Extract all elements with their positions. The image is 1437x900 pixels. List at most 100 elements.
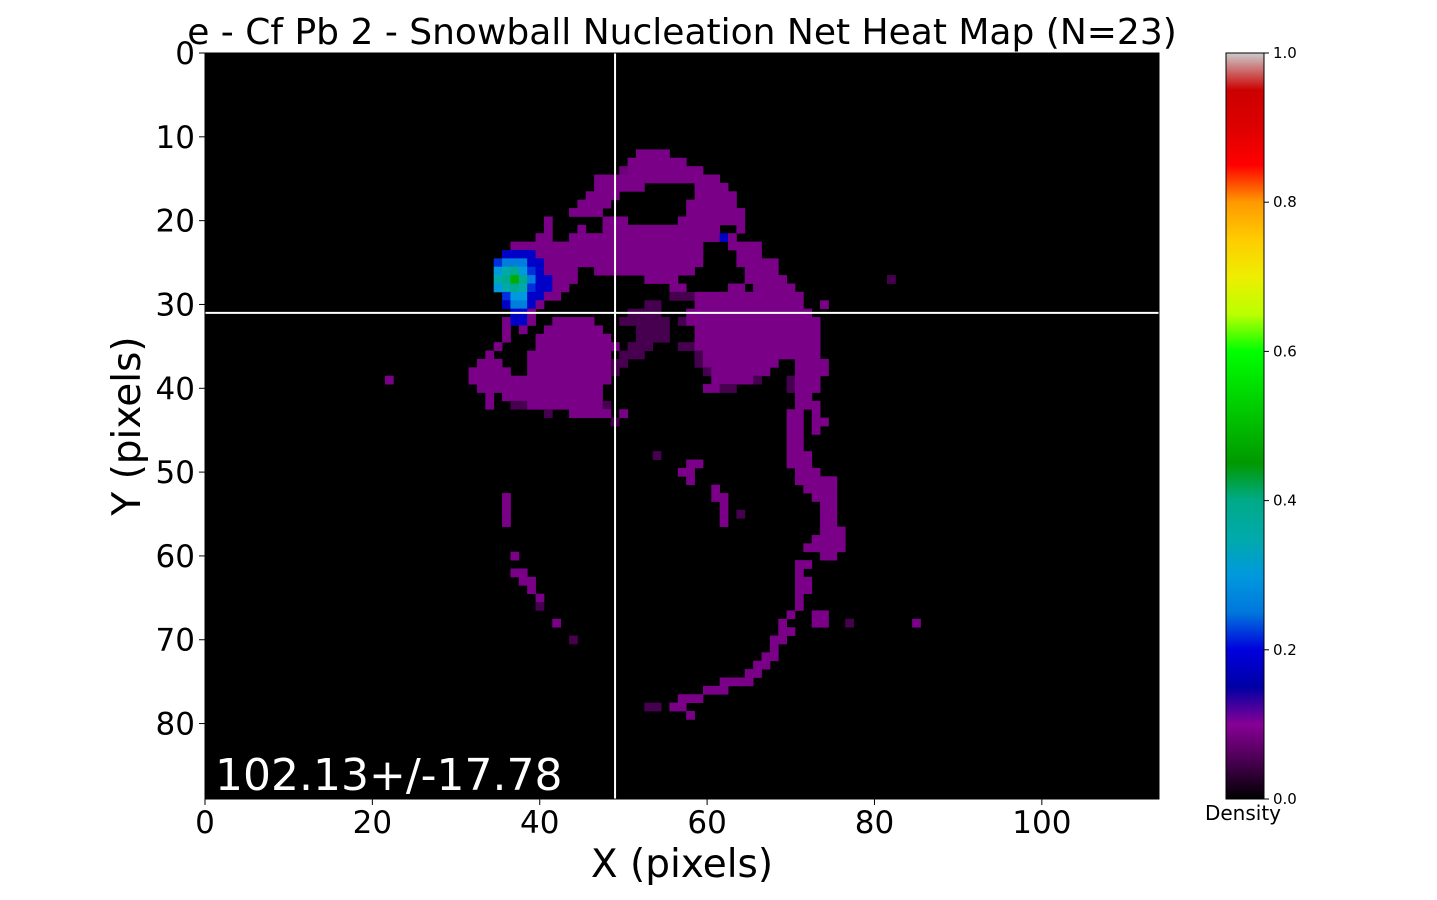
heatmap-cell xyxy=(728,384,737,393)
x-tick-label: 100 xyxy=(1012,805,1071,841)
heatmap-cell xyxy=(594,174,603,184)
heatmap-cell xyxy=(686,266,695,276)
heatmap-cell xyxy=(803,367,813,377)
heatmap-cell xyxy=(786,459,796,469)
heatmap-cell xyxy=(753,358,762,368)
heatmap-cell xyxy=(527,300,536,310)
heatmap-cell xyxy=(694,258,704,268)
heatmap-cell xyxy=(719,325,729,335)
heatmap-cell xyxy=(669,283,679,293)
heatmap-cell xyxy=(719,501,729,511)
heatmap-cell xyxy=(594,325,603,335)
heatmap-cell xyxy=(577,199,587,209)
heatmap-cell xyxy=(577,392,587,402)
heatmap-cell xyxy=(594,182,603,192)
heatmap-cell xyxy=(811,384,821,393)
heatmap-cell xyxy=(794,476,804,486)
heatmap-cell xyxy=(635,166,645,175)
heatmap-cell xyxy=(677,266,687,276)
heatmap-cell xyxy=(594,392,603,402)
heatmap-cell xyxy=(661,233,670,242)
heatmap-cell xyxy=(769,291,779,301)
heatmap-cell xyxy=(836,534,846,544)
heatmap-cell xyxy=(711,367,721,377)
heatmap-cell xyxy=(702,233,712,242)
heatmap-cell xyxy=(794,342,804,351)
heatmap-cell xyxy=(803,325,813,335)
heatmap-cell xyxy=(602,191,612,201)
heatmap-cell xyxy=(518,300,528,310)
heatmap-cell xyxy=(744,367,754,377)
heatmap-cell xyxy=(627,249,637,259)
heatmap-cell xyxy=(753,241,762,251)
heatmap-cell xyxy=(552,350,562,360)
heatmap-cell xyxy=(728,350,737,360)
heatmap-cell xyxy=(594,400,603,410)
heatmap-cell xyxy=(711,685,721,695)
heatmap-cell xyxy=(502,493,511,502)
heatmap-cell xyxy=(702,342,712,351)
y-tick-label: 80 xyxy=(156,707,195,743)
heatmap-cell xyxy=(569,392,578,402)
heatmap-cell xyxy=(669,291,679,301)
heatmap-cell xyxy=(728,342,737,351)
heatmap-cell xyxy=(602,241,612,251)
heatmap-cell xyxy=(794,350,804,360)
heatmap-cell xyxy=(769,275,779,284)
heatmap-cell xyxy=(686,216,695,226)
heatmap-cell xyxy=(719,367,729,377)
heatmap-cell xyxy=(585,384,595,393)
heatmap-cell xyxy=(686,710,695,720)
heatmap-cell xyxy=(811,375,821,385)
heatmap-cell xyxy=(686,233,695,242)
heatmap-cell xyxy=(502,258,511,268)
heatmap-cell xyxy=(828,534,838,544)
heatmap-cell xyxy=(811,534,821,544)
heatmap-cell xyxy=(719,191,729,201)
heatmap-cell xyxy=(543,266,553,276)
heatmap-cell xyxy=(644,166,654,175)
heatmap-cell xyxy=(602,333,612,343)
heatmap-cell xyxy=(719,208,729,217)
heatmap-cell xyxy=(569,208,578,217)
heatmap-cell xyxy=(794,317,804,326)
heatmap-cell xyxy=(543,224,553,234)
heatmap-cell xyxy=(661,325,670,335)
heatmap-cell xyxy=(811,493,821,502)
heatmap-cell xyxy=(803,392,813,402)
heatmap-cell xyxy=(585,392,595,402)
heatmap-cell xyxy=(569,333,578,343)
heatmap-cell xyxy=(694,325,704,335)
heatmap-cell xyxy=(510,400,520,410)
heatmap-cell xyxy=(794,333,804,343)
heatmap-cell xyxy=(585,409,595,419)
heatmap-cell xyxy=(543,342,553,351)
heatmap-cell xyxy=(811,409,821,419)
heatmap-cell xyxy=(493,375,503,385)
heatmap-cell xyxy=(585,233,595,242)
heatmap-cell xyxy=(728,241,737,251)
heatmap-cell xyxy=(644,266,654,276)
heatmap-cell xyxy=(803,451,813,460)
heatmap-cell xyxy=(476,367,486,377)
heatmap-cell xyxy=(635,233,645,242)
heatmap-cell xyxy=(728,291,737,301)
heatmap-cell xyxy=(493,367,503,377)
heatmap-cell xyxy=(761,258,771,268)
heatmap-cell xyxy=(543,241,553,251)
heatmap-cell xyxy=(694,174,704,184)
heatmap-cell xyxy=(753,317,762,326)
heatmap-cell xyxy=(552,392,562,402)
heatmap-cell xyxy=(753,291,762,301)
heatmap-cell xyxy=(527,350,536,360)
heatmap-cell xyxy=(702,685,712,695)
heatmap-cell xyxy=(803,459,813,469)
heatmap-cell xyxy=(736,358,746,368)
heatmap-cell xyxy=(778,342,788,351)
heatmap-cell xyxy=(510,375,520,385)
heatmap-cell xyxy=(811,350,821,360)
heatmap-cell xyxy=(569,400,578,410)
heatmap-cell xyxy=(527,384,536,393)
heatmap-cell xyxy=(753,350,762,360)
heatmap-cell xyxy=(820,509,829,519)
